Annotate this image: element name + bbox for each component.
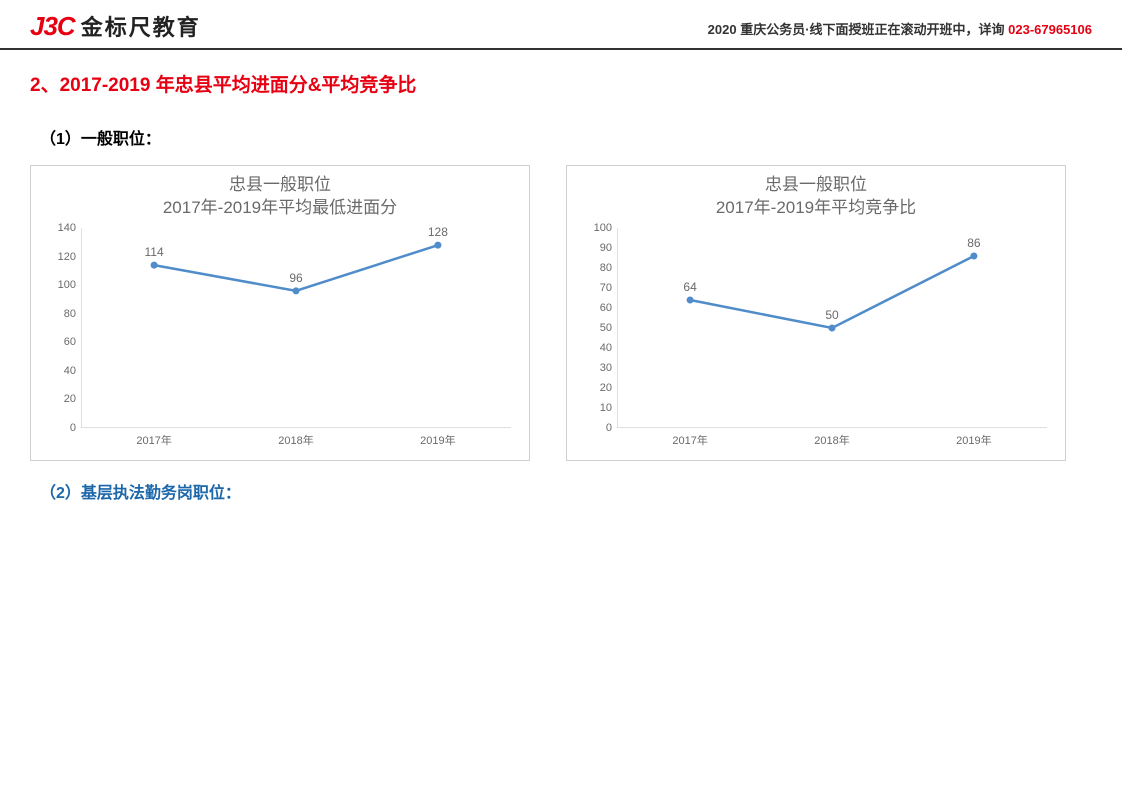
section-title: 2、2017-2019 年忠县平均进面分&平均竞争比: [30, 70, 1092, 97]
x-tick-label: 2017年: [672, 432, 707, 448]
data-label: 50: [825, 308, 838, 322]
page-header: J3C 金标尺教育 2020 重庆公务员·线下面授班正在滚动开班中，详询 023…: [0, 0, 1122, 50]
y-tick-label: 140: [41, 222, 76, 234]
y-tick-label: 60: [577, 302, 612, 314]
chart-right-title-line2: 2017年-2019年平均竞争比: [716, 198, 916, 217]
y-tick-label: 40: [577, 342, 612, 354]
chart-right-y-axis: 0102030405060708090100: [577, 228, 612, 428]
main-content: 2、2017-2019 年忠县平均进面分&平均竞争比 （1）一般职位： 忠县一般…: [0, 50, 1122, 523]
x-tick-label: 2019年: [420, 432, 455, 448]
y-tick-label: 0: [577, 422, 612, 434]
data-label: 114: [145, 245, 164, 259]
y-tick-label: 30: [577, 362, 612, 374]
y-tick-label: 10: [577, 402, 612, 414]
notice-text: 2020 重庆公务员·线下面授班正在滚动开班中，详询: [708, 22, 1008, 37]
chart-right-title: 忠县一般职位 2017年-2019年平均竞争比: [577, 174, 1055, 224]
y-tick-label: 80: [577, 262, 612, 274]
sub-title-2: （2）基层执法勤务岗职位：: [40, 479, 1092, 503]
phone-number: 023-67965106: [1008, 22, 1092, 37]
chart-right-x-axis: 2017年 2018年 2019年: [617, 432, 1047, 452]
x-tick-label: 2017年: [136, 432, 171, 448]
y-tick-label: 100: [577, 222, 612, 234]
data-label: 96: [289, 271, 302, 285]
y-tick-label: 120: [41, 251, 76, 263]
x-tick-label: 2018年: [814, 432, 849, 448]
chart-left-x-axis: 2017年 2018年 2019年: [81, 432, 511, 452]
logo: J3C 金标尺教育: [30, 10, 201, 42]
y-tick-label: 20: [41, 393, 76, 405]
x-tick-label: 2018年: [278, 432, 313, 448]
header-notice: 2020 重庆公务员·线下面授班正在滚动开班中，详询 023-67965106: [708, 19, 1092, 42]
y-tick-label: 70: [577, 282, 612, 294]
y-tick-label: 0: [41, 422, 76, 434]
chart-left-plot: 114 96 128: [81, 228, 511, 428]
charts-row: 忠县一般职位 2017年-2019年平均最低进面分 02040608010012…: [30, 165, 1092, 461]
logo-text: 金标尺教育: [81, 10, 201, 42]
chart-left-title-line1: 忠县一般职位: [229, 175, 331, 194]
y-tick-label: 50: [577, 322, 612, 334]
chart-left-title: 忠县一般职位 2017年-2019年平均最低进面分: [41, 174, 519, 224]
data-label: 128: [428, 225, 448, 239]
data-label: 86: [967, 236, 980, 250]
x-tick-label: 2019年: [956, 432, 991, 448]
chart-right: 忠县一般职位 2017年-2019年平均竞争比 0 10 20 30 40 50 60 70 8…: [566, 165, 1066, 461]
y-tick-label: 20: [577, 382, 612, 394]
chart-right-title-line1: 忠县一般职位: [765, 175, 867, 194]
chart-left-title-line2: 2017年-2019年平均最低进面分: [163, 198, 397, 217]
chart-left: 忠县一般职位 2017年-2019年平均最低进面分 0 20 40 60 80 100 12…: [30, 165, 530, 461]
logo-mark: J3C: [30, 11, 75, 42]
data-label: 64: [683, 280, 696, 294]
sub-title-1: （1）一般职位：: [40, 125, 1092, 149]
chart-left-y-axis: 020406080100120140: [41, 228, 76, 428]
y-tick-label: 100: [41, 279, 76, 291]
y-tick-label: 40: [41, 365, 76, 377]
chart-right-svg: [617, 228, 1047, 428]
y-tick-label: 90: [577, 242, 612, 254]
chart-right-plot: 64 50 86: [617, 228, 1047, 428]
y-tick-label: 80: [41, 308, 76, 320]
y-tick-label: 60: [41, 336, 76, 348]
